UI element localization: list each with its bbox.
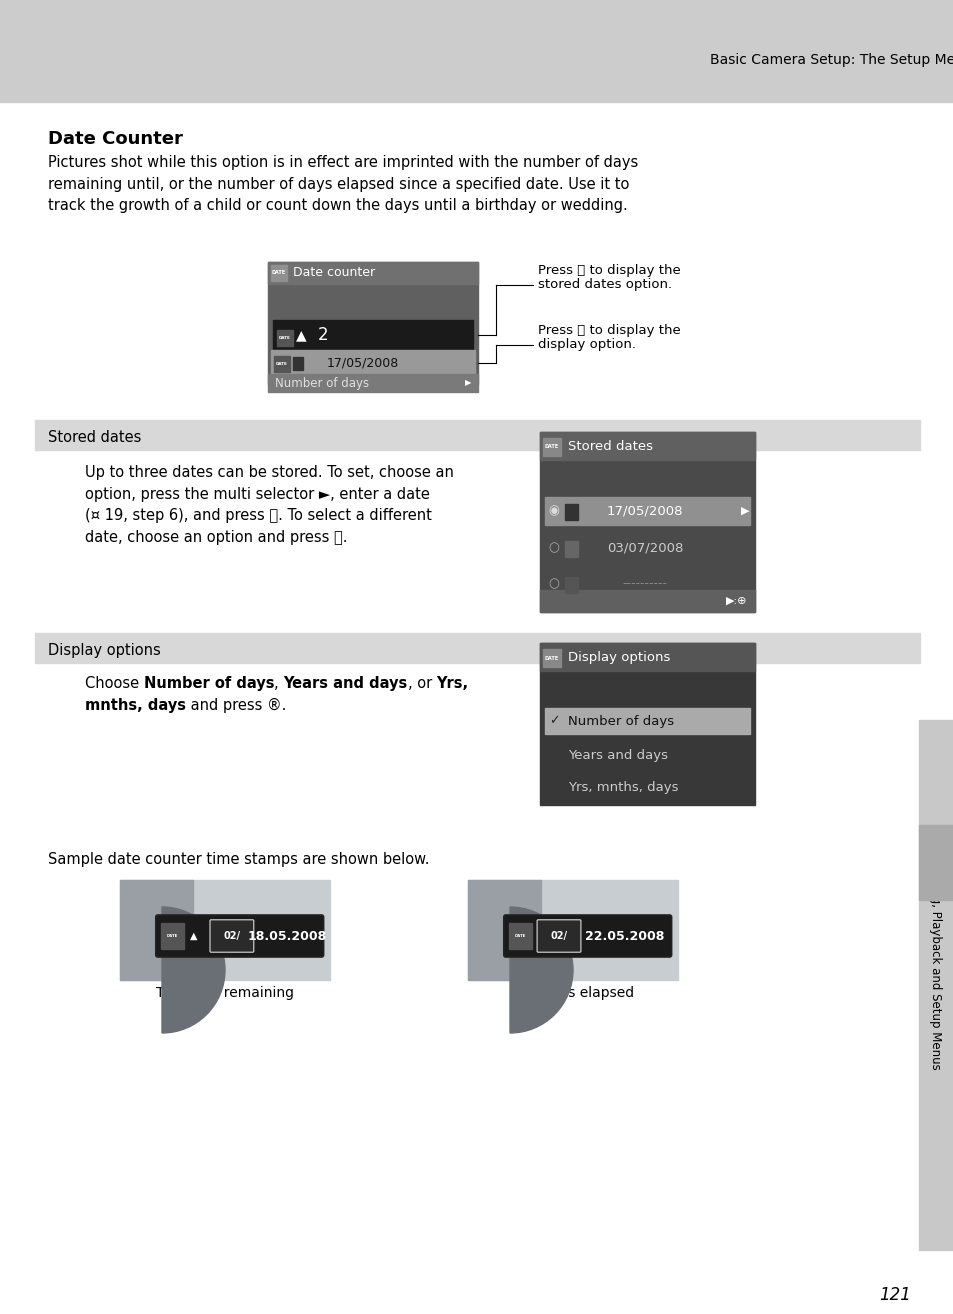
Text: Date counter: Date counter bbox=[293, 267, 375, 280]
Text: 02/: 02/ bbox=[550, 932, 567, 941]
Bar bbox=[468, 880, 678, 980]
Bar bbox=[539, 643, 754, 671]
Text: Basic Camera Setup: The Setup Menu: Basic Camera Setup: The Setup Menu bbox=[709, 53, 953, 67]
Text: ▲: ▲ bbox=[190, 932, 197, 941]
Text: Yrs, mnths, days: Yrs, mnths, days bbox=[567, 782, 678, 795]
Text: 18.05.2008: 18.05.2008 bbox=[248, 929, 327, 942]
Bar bbox=[293, 357, 303, 371]
Text: Display options: Display options bbox=[567, 650, 670, 664]
Text: Display options: Display options bbox=[48, 643, 161, 657]
Bar bbox=[918, 825, 953, 900]
Bar bbox=[468, 880, 541, 980]
Text: Stored dates: Stored dates bbox=[48, 430, 141, 444]
Bar bbox=[120, 880, 193, 980]
Text: stored dates option.: stored dates option. bbox=[537, 279, 672, 290]
Text: 17/05/2008: 17/05/2008 bbox=[327, 356, 398, 369]
Text: ✓: ✓ bbox=[548, 715, 558, 728]
Bar bbox=[276, 330, 293, 346]
Bar bbox=[539, 590, 754, 612]
Text: DATE: DATE bbox=[275, 361, 288, 367]
Wedge shape bbox=[510, 907, 573, 1033]
Text: 121: 121 bbox=[878, 1286, 910, 1303]
Text: Number of days: Number of days bbox=[567, 715, 674, 728]
Text: ,: , bbox=[274, 675, 283, 691]
Bar bbox=[544, 708, 749, 735]
Text: 02/: 02/ bbox=[223, 932, 240, 941]
Text: ----------: ---------- bbox=[622, 577, 667, 590]
Text: DATE: DATE bbox=[279, 336, 291, 340]
Text: ◉: ◉ bbox=[548, 505, 558, 518]
Bar bbox=[539, 643, 754, 805]
Text: Press ⒪ to display the: Press ⒪ to display the bbox=[537, 264, 680, 277]
Bar bbox=[564, 541, 578, 557]
Bar bbox=[564, 505, 578, 520]
Bar bbox=[268, 261, 477, 384]
Text: ▶: ▶ bbox=[464, 378, 471, 388]
Text: ▲: ▲ bbox=[295, 328, 306, 342]
Bar bbox=[539, 432, 754, 460]
Text: mnths, days: mnths, days bbox=[85, 698, 186, 714]
Text: , or: , or bbox=[407, 675, 436, 691]
Bar bbox=[268, 261, 477, 284]
Bar bbox=[542, 649, 560, 668]
Text: ○: ○ bbox=[548, 541, 558, 555]
Bar bbox=[564, 577, 578, 593]
Bar bbox=[271, 350, 475, 376]
Bar bbox=[161, 922, 183, 949]
FancyBboxPatch shape bbox=[503, 915, 671, 957]
FancyBboxPatch shape bbox=[155, 915, 323, 957]
Wedge shape bbox=[162, 907, 225, 1033]
Text: Pictures shot while this option is in effect are imprinted with the number of da: Pictures shot while this option is in ef… bbox=[48, 155, 638, 213]
Text: ▶:⊕: ▶:⊕ bbox=[725, 597, 747, 606]
Bar bbox=[918, 720, 953, 1250]
Bar bbox=[268, 374, 477, 392]
FancyBboxPatch shape bbox=[537, 920, 580, 953]
Text: Shooting, Playback and Setup Menus: Shooting, Playback and Setup Menus bbox=[928, 850, 942, 1070]
Text: Date Counter: Date Counter bbox=[48, 130, 183, 148]
Text: DATE: DATE bbox=[514, 934, 525, 938]
Text: Up to three dates can be stored. To set, choose an
option, press the multi selec: Up to three dates can be stored. To set,… bbox=[85, 465, 454, 545]
Text: Choose: Choose bbox=[85, 675, 144, 691]
Bar bbox=[274, 356, 290, 372]
Text: Press ⒪ to display the: Press ⒪ to display the bbox=[537, 325, 680, 336]
Bar bbox=[544, 497, 749, 526]
Text: Years and days: Years and days bbox=[283, 675, 407, 691]
Text: DATE: DATE bbox=[272, 271, 286, 276]
Text: ▶: ▶ bbox=[740, 506, 748, 516]
Text: Number of days: Number of days bbox=[274, 377, 369, 389]
Text: 03/07/2008: 03/07/2008 bbox=[606, 541, 682, 555]
Text: DATE: DATE bbox=[544, 444, 558, 449]
Bar bbox=[508, 922, 531, 949]
Text: 22.05.2008: 22.05.2008 bbox=[584, 929, 663, 942]
Text: display option.: display option. bbox=[537, 338, 636, 351]
Bar bbox=[539, 432, 754, 612]
Text: Sample date counter time stamps are shown below.: Sample date counter time stamps are show… bbox=[48, 851, 429, 867]
FancyBboxPatch shape bbox=[210, 920, 253, 953]
Text: 2: 2 bbox=[317, 326, 328, 344]
Text: ○: ○ bbox=[548, 577, 558, 590]
Text: Two days remaining: Two days remaining bbox=[156, 986, 294, 1000]
Bar bbox=[271, 265, 287, 281]
Text: Two days elapsed: Two days elapsed bbox=[512, 986, 634, 1000]
Text: 17/05/2008: 17/05/2008 bbox=[606, 505, 682, 518]
Text: and press ®.: and press ®. bbox=[186, 698, 286, 714]
Text: Yrs,: Yrs, bbox=[436, 675, 468, 691]
Bar bbox=[35, 633, 919, 664]
Bar bbox=[542, 438, 560, 456]
Bar bbox=[273, 321, 473, 350]
Text: DATE: DATE bbox=[167, 934, 177, 938]
Text: DATE: DATE bbox=[544, 656, 558, 661]
Bar bbox=[0, 0, 953, 102]
Bar bbox=[35, 420, 919, 449]
Bar bbox=[120, 880, 330, 980]
Text: Stored dates: Stored dates bbox=[567, 439, 652, 452]
Text: Years and days: Years and days bbox=[567, 749, 667, 762]
Text: Number of days: Number of days bbox=[144, 675, 274, 691]
